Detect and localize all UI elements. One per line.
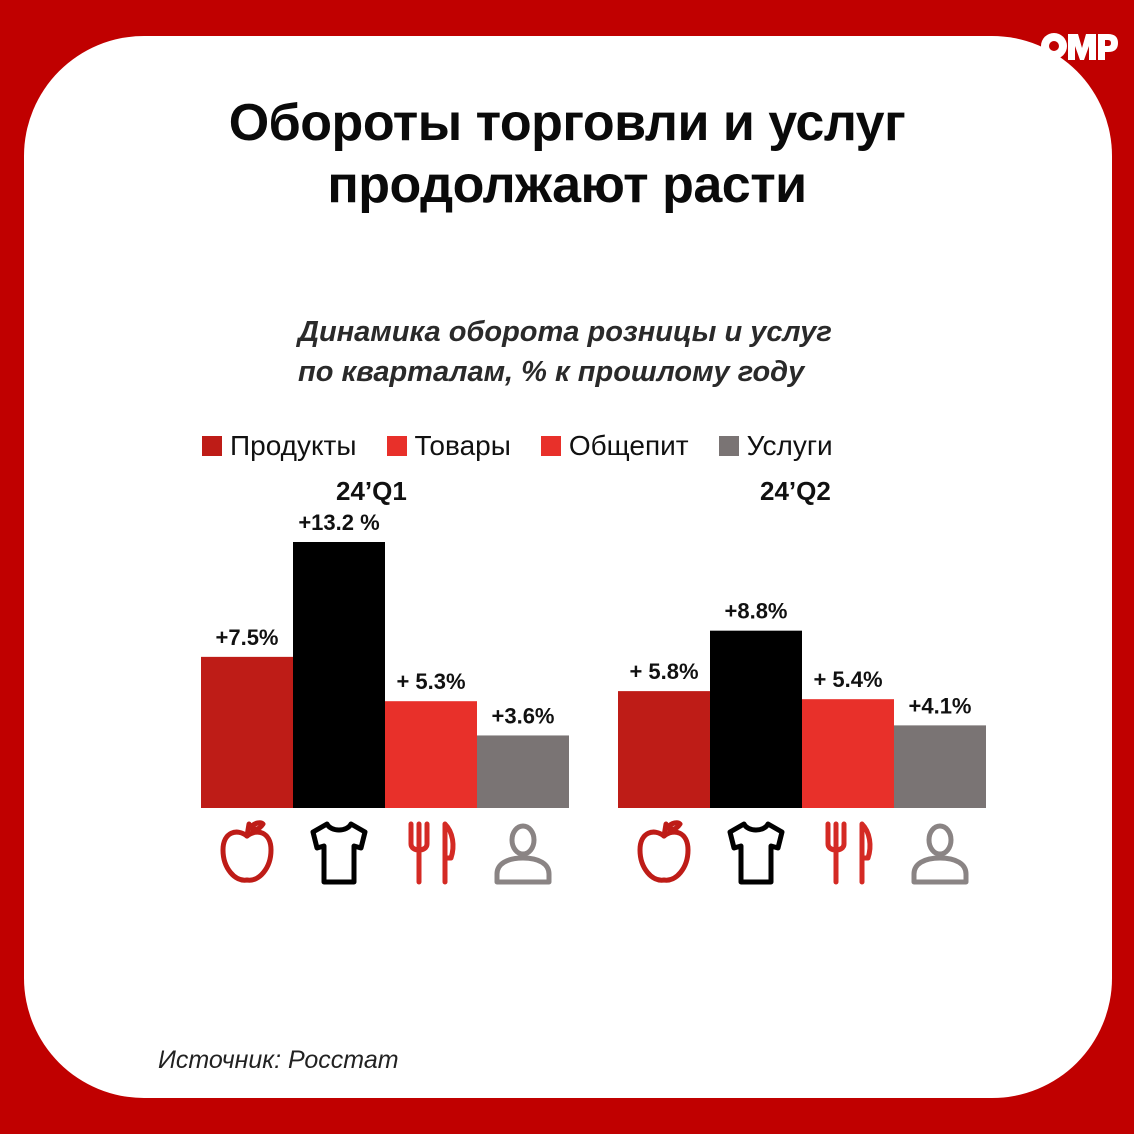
person-icon (911, 823, 969, 885)
legend-item-products: Продукты (202, 430, 357, 462)
bar-products-q1 (201, 656, 293, 808)
apple-icon (637, 820, 691, 883)
legend-label-services: Услуги (746, 430, 833, 461)
content-card (24, 36, 1112, 1098)
legend-label-catering: Общепит (568, 430, 689, 461)
legend-item-catering: Общепит (540, 430, 689, 462)
legend-item-services: Услуги (718, 430, 833, 462)
bar-services-q1 (477, 735, 569, 808)
data-label-services-q1: +3.6% (492, 703, 555, 728)
chart-legend: Продукты Товары Общепит Услуги (202, 426, 833, 466)
omp-logo (1041, 33, 1118, 60)
bar-goods-q2 (710, 630, 802, 808)
data-label-products-q2: + 5.8% (629, 659, 698, 684)
bar-products-q2 (618, 691, 710, 808)
data-label-products-q1: +7.5% (216, 625, 279, 650)
data-label-catering-q1: + 5.3% (396, 669, 465, 694)
bar-catering-q1 (385, 701, 477, 808)
legend-swatch-products (202, 436, 222, 456)
fork-knife-icon (825, 821, 873, 885)
apple-icon (220, 820, 274, 883)
fork-knife-icon (408, 821, 456, 885)
subtitle-line-2: по кварталам, % к прошлому году (298, 356, 805, 388)
legend-swatch-goods (386, 436, 407, 456)
tshirt-icon (727, 821, 785, 885)
source-note: Источник: Росстат (158, 1046, 399, 1074)
quarter-label-q2: 24’Q2 (760, 476, 831, 506)
page-title: Обороты торговли и услуг продолжают раст… (0, 92, 1134, 216)
subtitle-line-1: Динамика оборота розницы и услуг (298, 316, 832, 348)
data-label-goods-q2: +8.8% (725, 599, 788, 624)
bar-goods-q1 (293, 542, 385, 808)
data-label-goods-q1: +13.2 % (298, 510, 379, 535)
title-line-1: Обороты торговли и услуг (228, 94, 906, 152)
tshirt-icon (310, 821, 368, 885)
legend-label-products: Продукты (230, 430, 357, 461)
legend-item-goods: Товары (386, 430, 511, 462)
bar-services-q2 (894, 725, 986, 808)
chart-subtitle: Динамика оборота розницы и услуг по квар… (298, 312, 938, 392)
data-label-catering-q2: + 5.4% (813, 667, 882, 692)
person-icon (494, 823, 552, 885)
legend-swatch-catering (540, 436, 561, 456)
quarter-label-q1: 24’Q1 (336, 476, 407, 506)
bar-catering-q2 (802, 699, 894, 808)
legend-swatch-services (718, 436, 739, 456)
legend-label-goods: Товары (414, 430, 511, 461)
data-label-services-q2: +4.1% (909, 693, 972, 718)
title-line-2: продолжают расти (327, 156, 807, 214)
